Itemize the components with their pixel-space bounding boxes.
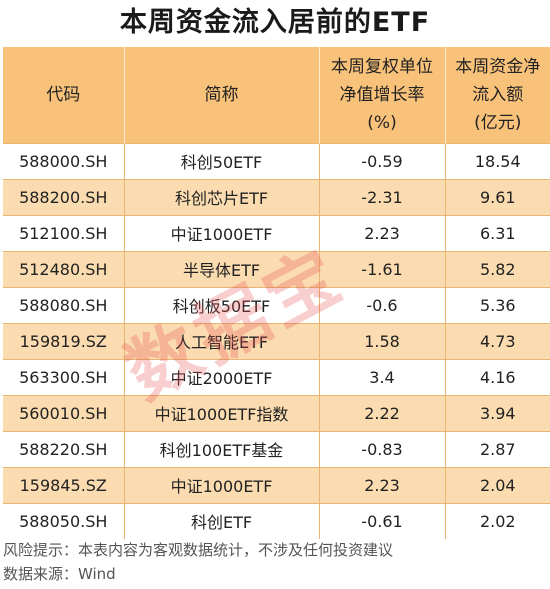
data-source: 数据来源：Wind: [3, 565, 116, 583]
cell-name: 中证2000ETF: [123, 359, 319, 395]
table-header-row: 代码 简称 本周复权单位 净值增长率 (%) 本周资金净 流入额 (亿元): [3, 47, 550, 143]
cell-name: 中证1000ETF: [123, 215, 319, 251]
table-row: 512480.SH 半导体ETF -1.61 5.82: [3, 251, 550, 287]
cell-nav-growth: 2.23: [318, 215, 445, 251]
cell-nav-growth: 1.58: [318, 323, 445, 359]
cell-code: 563300.SH: [19, 367, 108, 387]
cell-name: 科创ETF: [123, 503, 319, 539]
cell-code: 159845.SZ: [19, 475, 107, 495]
etf-inflow-table: 代码 简称 本周复权单位 净值增长率 (%) 本周资金净 流入额 (亿元) 58…: [3, 47, 550, 539]
cell-inflow: 6.31: [444, 215, 550, 251]
cell-code: 588200.SH: [19, 187, 108, 207]
cell-inflow: 2.04: [444, 467, 550, 503]
cell-name: 科创板50ETF: [123, 287, 319, 323]
cell-name: 科创50ETF: [123, 143, 319, 179]
table-row: 563300.SH 中证2000ETF 3.4 4.16: [3, 359, 550, 395]
cell-name: 中证1000ETF: [123, 467, 319, 503]
cell-inflow: 2.02: [444, 503, 550, 539]
header-name: 简称: [123, 47, 319, 143]
table-row: 588080.SH 科创板50ETF -0.6 5.36: [3, 287, 550, 323]
cell-inflow: 9.61: [444, 179, 550, 215]
cell-code: 588050.SH: [19, 511, 108, 531]
header-inflow-line: 本周资金净: [455, 56, 541, 77]
cell-code: 560010.SH: [19, 403, 108, 423]
cell-inflow: 4.73: [444, 323, 550, 359]
cell-nav-growth: 3.4: [318, 359, 445, 395]
cell-name: 科创100ETF基金: [123, 431, 319, 467]
table-row: 588200.SH 科创芯片ETF -2.31 9.61: [3, 179, 550, 215]
cell-code: 159819.SZ: [19, 331, 107, 351]
header-inflow-line: (亿元): [474, 112, 522, 133]
header-nav-growth-line: (%): [367, 112, 397, 133]
cell-code: 588080.SH: [19, 295, 108, 315]
cell-nav-growth: -0.6: [318, 287, 445, 323]
cell-nav-growth: 2.23: [318, 467, 445, 503]
cell-nav-growth: -0.61: [318, 503, 445, 539]
header-inflow-line: 流入额: [472, 84, 524, 105]
cell-name: 科创芯片ETF: [123, 179, 319, 215]
cell-code: 588220.SH: [19, 439, 108, 459]
cell-inflow: 5.36: [444, 287, 550, 323]
header-code: 代码: [46, 84, 81, 105]
cell-code: 512100.SH: [19, 223, 108, 243]
header-inflow: 本周资金净 流入额 (亿元): [444, 47, 550, 143]
cell-inflow: 18.54: [444, 143, 550, 179]
table-row: 588050.SH 科创ETF -0.61 2.02: [3, 503, 550, 539]
cell-inflow: 5.82: [444, 251, 550, 287]
cell-inflow: 2.87: [444, 431, 550, 467]
cell-code: 512480.SH: [19, 259, 108, 279]
cell-nav-growth: 2.22: [318, 395, 445, 431]
cell-inflow: 4.16: [444, 359, 550, 395]
cell-nav-growth: -2.31: [318, 179, 445, 215]
cell-name: 人工智能ETF: [123, 323, 319, 359]
cell-code: 588000.SH: [19, 151, 108, 171]
table-row: 588220.SH 科创100ETF基金 -0.83 2.87: [3, 431, 550, 467]
table-row: 588000.SH 科创50ETF -0.59 18.54: [3, 143, 550, 179]
table-row: 159845.SZ 中证1000ETF 2.23 2.04: [3, 467, 550, 503]
risk-disclaimer: 风险提示：本表内容为客观数据统计，不涉及任何投资建议: [3, 541, 394, 559]
page-title: 本周资金流入居前的ETF: [119, 7, 431, 38]
header-nav-growth: 本周复权单位 净值增长率 (%): [318, 47, 445, 143]
header-nav-growth-line: 净值增长率: [339, 84, 425, 105]
table-row: 159819.SZ 人工智能ETF 1.58 4.73: [3, 323, 550, 359]
table-row: 512100.SH 中证1000ETF 2.23 6.31: [3, 215, 550, 251]
cell-name: 半导体ETF: [123, 251, 319, 287]
cell-nav-growth: -0.59: [318, 143, 445, 179]
cell-nav-growth: -0.83: [318, 431, 445, 467]
cell-nav-growth: -1.61: [318, 251, 445, 287]
table-row: 560010.SH 中证1000ETF指数 2.22 3.94: [3, 395, 550, 431]
cell-name: 中证1000ETF指数: [123, 395, 319, 431]
header-nav-growth-line: 本周复权单位: [331, 56, 433, 77]
cell-inflow: 3.94: [444, 395, 550, 431]
